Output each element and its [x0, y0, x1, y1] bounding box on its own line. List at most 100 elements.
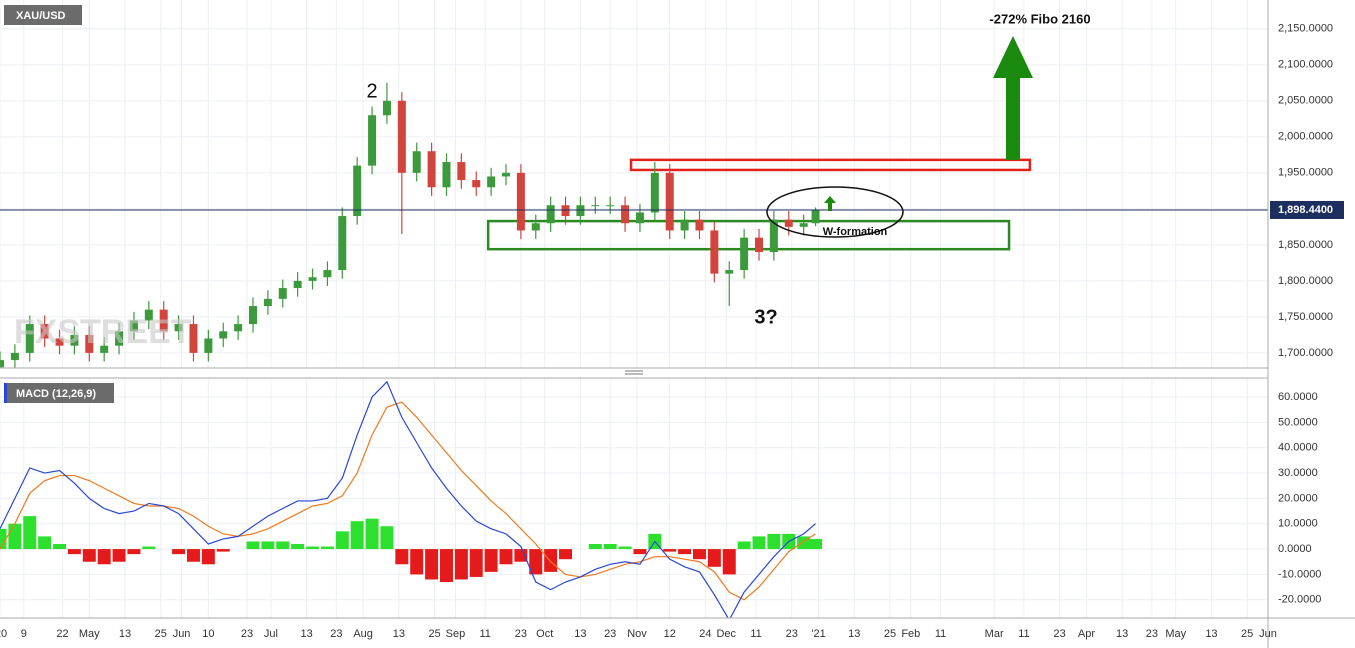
y-tick-label: 2,150.0000 — [1278, 23, 1333, 35]
histogram-bar — [633, 549, 647, 555]
x-tick-label: 13 — [393, 628, 405, 640]
x-tick-label: 25 — [428, 628, 440, 640]
candle-body — [397, 100, 406, 173]
candle-body — [10, 352, 19, 361]
y-tick-label: 10.0000 — [1278, 518, 1318, 530]
candle-body — [249, 306, 258, 325]
histogram-bar — [618, 546, 632, 550]
x-tick-label: May — [79, 628, 100, 640]
histogram-bar — [603, 543, 617, 550]
histogram-bar — [499, 549, 513, 565]
signal-line — [0, 401, 816, 601]
histogram-bar — [752, 536, 766, 550]
candle-body — [159, 309, 168, 332]
histogram-bar — [469, 549, 483, 577]
x-tick-label: Oct — [536, 628, 553, 640]
candle-body — [129, 320, 138, 332]
y-tick-label: 30.0000 — [1278, 467, 1318, 479]
x-tick-label: 9 — [21, 628, 27, 640]
histogram-bar — [365, 518, 379, 550]
candle-body — [308, 277, 317, 281]
x-tick-label: 25 — [1241, 628, 1253, 640]
x-tick-label: 23 — [604, 628, 616, 640]
y-tick-label: 2,050.0000 — [1278, 95, 1333, 107]
candle-body — [811, 210, 820, 224]
candle-body — [502, 172, 511, 177]
x-tick-label: 23 — [241, 628, 253, 640]
histogram-bar — [663, 549, 677, 552]
candle-body — [531, 223, 540, 231]
y-tick-label: 20.0000 — [1278, 492, 1318, 504]
last-price-badge — [1270, 200, 1344, 219]
x-tick-label: '20 — [0, 628, 7, 640]
histogram-bar — [484, 549, 498, 572]
candle-body — [234, 324, 243, 332]
histogram-bar — [112, 549, 126, 562]
last-price-label: 1,898.4400 — [1278, 204, 1333, 216]
x-tick-label: Mar — [985, 628, 1004, 640]
histogram-bar — [559, 549, 573, 560]
candle-body — [100, 345, 109, 353]
pattern-ellipse — [766, 186, 904, 238]
x-tick-label: 13 — [574, 628, 586, 640]
x-tick-label: 24 — [699, 628, 711, 640]
candle-body — [457, 162, 466, 181]
histogram-bar — [809, 538, 823, 550]
x-tick-label: Feb — [901, 628, 920, 640]
candle-body — [219, 331, 228, 339]
y-tick-label: 40.0000 — [1278, 442, 1318, 454]
x-tick-label: 22 — [56, 628, 68, 640]
histogram-bar — [246, 541, 260, 550]
candle-body — [606, 205, 615, 207]
y-tick-label: -10.0000 — [1278, 568, 1321, 580]
y-tick-label: 2,100.0000 — [1278, 59, 1333, 71]
histogram-bar — [722, 549, 736, 575]
histogram-bar — [425, 549, 439, 580]
y-tick-label: 50.0000 — [1278, 416, 1318, 428]
indicator-swatch — [4, 383, 7, 403]
indicator-badge — [4, 383, 114, 403]
candle-body — [115, 331, 124, 346]
x-tick-label: Sep — [446, 628, 466, 640]
histogram-bar — [23, 516, 37, 550]
symbol-badge — [4, 5, 82, 25]
candle-body — [427, 151, 436, 188]
x-tick-label: 13 — [848, 628, 860, 640]
histogram-bar — [127, 549, 141, 555]
symbol-label: XAU/USD — [16, 10, 66, 22]
histogram-bar — [454, 549, 468, 580]
candle-body — [353, 165, 362, 217]
x-tick-label: 13 — [119, 628, 131, 640]
x-tick-label: May — [1165, 628, 1186, 640]
candle-body — [263, 298, 272, 307]
price-panel: FXSTREET — [0, 0, 1268, 368]
candle-body — [769, 219, 778, 253]
x-tick-label: Aug — [353, 628, 373, 640]
candle-body — [487, 176, 496, 188]
histogram-bar — [737, 541, 751, 550]
histogram-bar — [350, 521, 364, 550]
histogram-bar — [186, 549, 200, 562]
candle-body — [516, 172, 525, 231]
x-tick-label: 13 — [1116, 628, 1128, 640]
histogram-bar — [529, 549, 543, 575]
small-arrow — [824, 196, 836, 211]
histogram-bar — [201, 549, 215, 565]
x-tick-label: 13 — [1205, 628, 1217, 640]
zone — [486, 219, 1011, 251]
watermark: FXSTREET — [14, 313, 192, 351]
annotations: 2 3? -272% Fibo 2160 W-formation XAU/USD… — [4, 5, 1091, 403]
x-tick-label: 11 — [935, 628, 946, 640]
histogram-bar — [395, 549, 409, 565]
x-tick-label: 11 — [1018, 628, 1029, 640]
candle-body — [338, 216, 347, 271]
histogram-bar — [380, 526, 394, 550]
candle-body — [635, 212, 644, 224]
histogram-bar — [588, 543, 602, 550]
y-tick-label: 1,850.0000 — [1278, 239, 1333, 251]
candle-body — [472, 180, 481, 188]
x-tick-label: Dec — [716, 628, 736, 640]
histogram-bar — [38, 536, 52, 550]
